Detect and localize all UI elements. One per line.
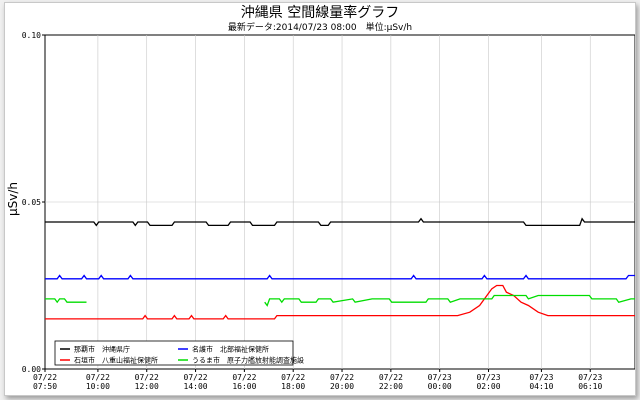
series-line-4 (45, 294, 635, 307)
series-line-3 (45, 284, 635, 320)
y-tick-label: 0.00 (22, 365, 41, 374)
x-tick-label-date: 07/22 (184, 373, 208, 382)
legend-box (54, 340, 294, 366)
x-tick-label-date: 07/22 (86, 373, 110, 382)
x-tick-label-time: 18:00 (281, 382, 305, 391)
series-line-2 (45, 274, 635, 280)
x-tick-label-date: 07/23 (476, 373, 500, 382)
chart-frame: 沖縄県 空間線量率グラフ 最新データ:2014/07/23 08:00 単位:μ… (4, 2, 636, 396)
x-tick-label-time: 14:00 (184, 382, 208, 391)
axis-layer: 07/2207:5007/2210:0007/2212:0007/2214:00… (22, 31, 603, 391)
x-tick-label-time: 16:00 (232, 382, 256, 391)
x-tick-label-time: 10:00 (86, 382, 110, 391)
x-tick-label-time: 20:00 (330, 382, 354, 391)
y-tick-label: 0.05 (22, 198, 41, 207)
legend-label: 石垣市 八重山福祉保健所 (74, 356, 158, 365)
x-tick-label-time: 12:00 (135, 382, 159, 391)
x-tick-label-date: 07/23 (578, 373, 602, 382)
legend-label: 那覇市 沖縄県庁 (74, 345, 130, 354)
x-tick-label-time: 22:00 (379, 382, 403, 391)
x-tick-label-date: 07/22 (330, 373, 354, 382)
x-tick-label-date: 07/22 (379, 373, 403, 382)
x-tick-label-time: 04:10 (529, 382, 553, 391)
x-tick-label-date: 07/22 (232, 373, 256, 382)
grid-layer (44, 34, 635, 370)
x-tick-label-date: 07/22 (33, 373, 57, 382)
legend-label: 名護市 北部福祉保健所 (192, 345, 269, 354)
chart-subtitle: 最新データ:2014/07/23 08:00 単位:μSv/h (228, 21, 412, 33)
series-layer (45, 217, 635, 320)
x-tick-label-date: 07/22 (135, 373, 159, 382)
radiation-line-chart: 沖縄県 空間線量率グラフ 最新データ:2014/07/23 08:00 単位:μ… (6, 4, 635, 391)
chart-title: 沖縄県 空間線量率グラフ (241, 4, 399, 21)
x-tick-label-time: 06:10 (578, 382, 602, 391)
series-line-1 (45, 217, 635, 227)
x-tick-label-time: 02:00 (476, 382, 500, 391)
x-tick-label-time: 07:50 (33, 382, 57, 391)
y-tick-label: 0.10 (22, 31, 41, 40)
x-tick-label-date: 07/23 (428, 373, 452, 382)
x-tick-label-date: 07/23 (529, 373, 553, 382)
x-tick-label-time: 00:00 (428, 382, 452, 391)
y-axis-label: μSv/h (6, 182, 20, 216)
x-tick-label-date: 07/22 (281, 373, 305, 382)
legend-label: うるま市 原子力艦放射能調査施設 (192, 356, 304, 365)
